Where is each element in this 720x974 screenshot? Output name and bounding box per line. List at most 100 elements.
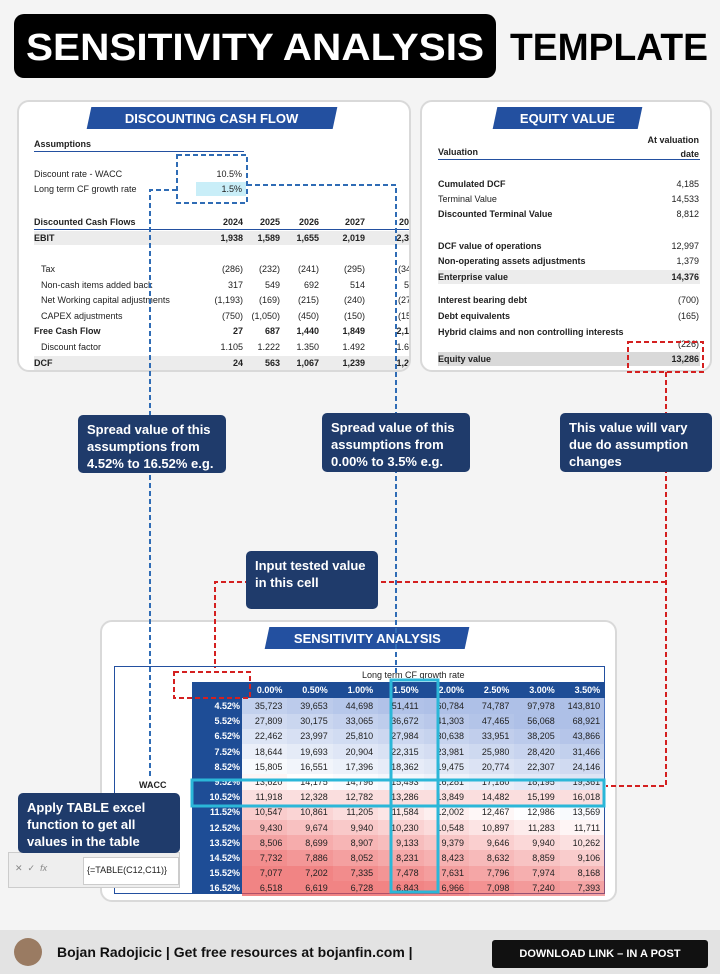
cell: 12,328 xyxy=(300,792,328,803)
cell: 10,548 xyxy=(436,822,464,833)
cell: (450) xyxy=(297,311,319,321)
cell: (1,050) xyxy=(251,311,280,321)
title-box xyxy=(14,14,496,78)
row-label: Net Working capital adjustments xyxy=(41,295,170,305)
table-label: Discounted Cash Flows xyxy=(34,217,136,227)
cell-bg xyxy=(469,744,515,760)
section-label: Valuation xyxy=(438,147,479,157)
cell: 23,981 xyxy=(436,746,464,757)
cell: 33,065 xyxy=(345,716,374,727)
cell-bg xyxy=(423,789,469,805)
assumption-value: 1.5% xyxy=(221,184,242,194)
cell: 15,199 xyxy=(527,792,555,803)
column-header: 0.50% xyxy=(302,685,328,695)
cell-bg xyxy=(287,759,333,775)
cell: 6,518 xyxy=(259,883,283,894)
row-shade xyxy=(34,231,409,245)
formula-bar: ✕ ✓ fx {=TABLE(C12,C11)} xyxy=(8,852,180,888)
year: 2026 xyxy=(298,217,319,227)
cell-bg xyxy=(242,880,288,896)
cell: 14,175 xyxy=(300,777,328,787)
cell-bg xyxy=(469,850,515,866)
cell: 18,195 xyxy=(527,777,555,787)
cell: 25,980 xyxy=(481,746,510,757)
cell-bg xyxy=(332,789,379,805)
cell: 1,067 xyxy=(296,358,319,368)
cell-bg xyxy=(514,698,560,714)
cell-bg xyxy=(287,865,333,881)
cell: 687 xyxy=(264,326,280,336)
cell-bg xyxy=(514,759,560,775)
year: 2024 xyxy=(222,217,243,227)
cell: 7,393 xyxy=(577,883,601,894)
cell: (295) xyxy=(343,264,365,274)
cell-bg xyxy=(332,880,379,896)
cell-bg xyxy=(332,820,379,836)
cell: 36,672 xyxy=(391,716,419,727)
column-header: 2.00% xyxy=(438,685,464,695)
cell: 39,653 xyxy=(300,701,328,711)
cell: 13,569 xyxy=(572,807,601,818)
row-shade xyxy=(438,352,700,366)
cell: 7,240 xyxy=(532,883,555,894)
cell-bg xyxy=(332,713,379,729)
equity-panel: EQUITY VALUE Valuation At valuation date Cu… xyxy=(420,100,712,372)
cell-bg xyxy=(559,759,606,775)
row-label: Equity value xyxy=(438,354,492,364)
cell: 1,655 xyxy=(296,233,319,243)
cell: 30,175 xyxy=(300,716,328,727)
cell-bg xyxy=(287,804,333,820)
cell: 2,019 xyxy=(342,233,365,243)
cell: 7,886 xyxy=(305,853,328,863)
cell: (215) xyxy=(297,295,319,305)
download-button[interactable]: DOWNLOAD LINK – IN A POST xyxy=(492,940,708,968)
cell: 8,859 xyxy=(532,853,555,863)
title: SENSITIVITY ANALYSIS xyxy=(26,27,484,69)
cell: 8,506 xyxy=(259,837,283,848)
row-header: 15.52% xyxy=(209,868,240,879)
cell: 8,699 xyxy=(305,837,328,848)
cell-bg xyxy=(514,820,560,836)
row-label: Discount factor xyxy=(41,342,102,352)
row-header: 10.52% xyxy=(209,792,240,803)
cell: 22,462 xyxy=(254,731,283,742)
cell: 19,475 xyxy=(436,761,464,772)
cell: 8,632 xyxy=(486,853,510,863)
cell: 23,997 xyxy=(300,731,328,742)
formula-text: {=TABLE(C12,C11)} xyxy=(87,865,167,875)
cell: 1,849 xyxy=(342,326,365,336)
cell: 1.649 xyxy=(396,342,409,352)
cell: 13,620 xyxy=(254,777,283,787)
callout: This value will vary due do assumption c… xyxy=(560,413,712,472)
cell-bg xyxy=(287,713,333,729)
cell-bg xyxy=(514,789,560,805)
year: 2028 xyxy=(398,217,409,227)
cell: 12,467 xyxy=(481,807,510,818)
input-cell xyxy=(196,182,246,196)
cell: 6,619 xyxy=(305,883,328,894)
cell-bg xyxy=(559,713,606,729)
avatar xyxy=(14,938,42,966)
cell: 14,796 xyxy=(345,777,374,787)
cell: 19,693 xyxy=(300,746,328,757)
cell: 7,202 xyxy=(305,868,328,879)
cell-bg xyxy=(423,713,469,729)
section-label: Assumptions xyxy=(34,139,92,149)
cell-bg xyxy=(287,850,333,866)
cell: 24,146 xyxy=(572,761,601,772)
cell: 1,440 xyxy=(296,326,319,336)
cell: 20,904 xyxy=(345,746,374,757)
row-label: Enterprise value xyxy=(438,272,509,282)
cell: 17,180 xyxy=(481,777,510,787)
row-header: 7.52% xyxy=(214,746,240,757)
assumption-value: 10.5% xyxy=(216,169,242,179)
cell-bg xyxy=(559,820,606,836)
row-label-column xyxy=(192,682,242,894)
cell: 13,286 xyxy=(391,792,419,803)
cell: 51,411 xyxy=(391,701,419,711)
row-header: 8.52% xyxy=(214,761,240,772)
cell: 47,465 xyxy=(481,716,510,727)
cell: 13,849 xyxy=(436,792,464,803)
cell: 563 xyxy=(264,358,280,368)
cell: 27,809 xyxy=(254,716,283,727)
